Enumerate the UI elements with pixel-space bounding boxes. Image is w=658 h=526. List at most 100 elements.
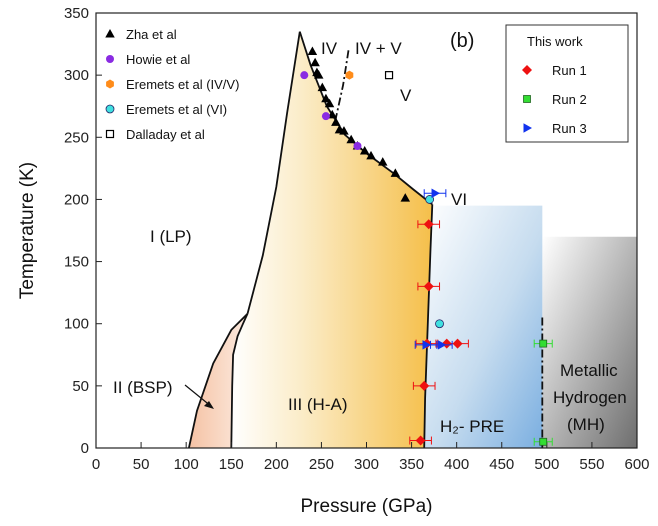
y-tick-label: 300 [64,67,89,84]
legend-marker [105,104,115,114]
region-labels: I (LP) II (BSP) III (H-A) H₂- PRE IV IV … [113,30,627,436]
legend-entry-run-3: Run 3 [523,121,587,136]
data-point [384,71,394,80]
y-tick-label: 250 [64,129,89,146]
legend-label: Eremets et al (IV/V) [126,77,239,92]
data-point [345,70,354,80]
legend-right-box [505,24,629,143]
region-label-ha: III (H-A) [288,395,348,414]
y-tick-label: 100 [64,316,89,333]
series-run-2 [533,339,553,446]
legend-marker [106,55,114,63]
legend-entry-zha-et-al: Zha et al [105,27,177,42]
data-point [419,380,430,391]
axes: 0 50 100 150 200 250 300 350 400 450 500 550 600 0 50 1… [17,5,650,517]
data-point [359,145,370,155]
series-dalladay-et-al [384,71,394,80]
x-tick-label: 100 [174,456,199,473]
legend-entry-eremets-et-al-vi: Eremets et al (VI) [105,102,227,117]
legend-entry-dalladay-et-al: Dalladay et al [105,127,205,142]
legend-label: Run 3 [552,121,587,136]
y-tick-label: 150 [64,254,89,271]
y-axis-label: Temperature (K) [17,162,38,299]
data-point [331,117,341,126]
data-point [539,437,548,446]
data-point [366,150,376,160]
data-point [317,82,328,92]
data-point [321,112,330,121]
x-tick-label: 350 [399,456,424,473]
boundary-iv-v [334,50,350,123]
legend-marker [105,29,115,38]
series-eremets-et-al-iv-v [345,70,354,80]
x-tick-label: 500 [534,456,559,473]
bsp-region [188,313,248,448]
x-axis-label: Pressure (GPa) [301,496,433,517]
data-point [423,281,434,292]
x-tick-label: 400 [444,456,469,473]
region-label-iv: IV [321,39,338,58]
data-point [539,339,548,348]
bsp-pointer-arrow-head [204,401,214,409]
data-point [346,134,356,144]
legend-entry-run-2: Run 2 [523,92,587,107]
series-howie-et-al [300,71,362,150]
legend-left: Zha et al Howie et al Eremets et al (IV/V)… [105,27,239,142]
data-point [339,126,349,135]
data-point [422,340,432,350]
boundary-lp-ha-lower [230,313,249,448]
legend-label: Run 2 [552,92,587,107]
boundary-bsp [188,313,249,448]
legend-entry-run-1: Run 1 [522,63,587,78]
legend-entry-eremets-et-al-iv-v: Eremets et al (IV/V) [106,77,239,92]
x-tick-label: 0 [92,456,100,473]
data-point [423,219,434,230]
data-point [452,338,463,349]
legend-label: Run 1 [552,63,587,78]
ha-region [231,31,433,448]
data-point [435,319,444,329]
data-point [377,157,388,166]
pre-region [424,204,543,448]
y-tick-label: 200 [64,191,89,208]
data-point [324,98,335,108]
legend-marker [523,123,532,133]
x-tick-label: 550 [579,456,604,473]
data-point [431,188,441,198]
region-label-bsp: II (BSP) [113,378,173,397]
x-tick-label: 200 [264,456,289,473]
data-point [307,46,318,56]
legend-label: Dalladay et al [126,127,205,142]
region-label-mh-3: (MH) [567,415,605,434]
region-label-vi: VI [451,190,467,209]
region-label-mh-1: Metallic [560,361,618,380]
boundary-ha-pre [423,204,434,448]
legend-label: Howie et al [126,52,190,67]
data-point [390,168,401,177]
region-label-lp: I (LP) [150,227,192,246]
y-tick-label: 50 [72,378,89,395]
data-point [353,141,362,150]
legend-label: Eremets et al (VI) [126,102,227,117]
legend-right-title: This work [527,34,583,49]
data-point [313,70,324,79]
region-label-ivv: IV + V [355,39,402,58]
x-tick-label: 50 [133,456,150,473]
legend-marker [523,95,531,103]
y-tick-label: 0 [81,440,89,457]
data-markers [300,46,553,446]
x-tick-label: 150 [219,456,244,473]
panel-label: (b) [450,30,474,52]
legend-marker [105,129,115,139]
metallic-hydrogen-region [542,236,637,448]
data-point [437,340,447,350]
x-tick-label: 600 [624,456,649,473]
series-run-3 [414,188,453,350]
legend-right: This work Run 1 Run 2 Run 3 [505,24,629,143]
x-tick-label: 250 [309,456,334,473]
data-point [300,71,309,80]
data-point [321,93,331,103]
data-point [310,57,320,67]
legend-marker [106,79,114,89]
